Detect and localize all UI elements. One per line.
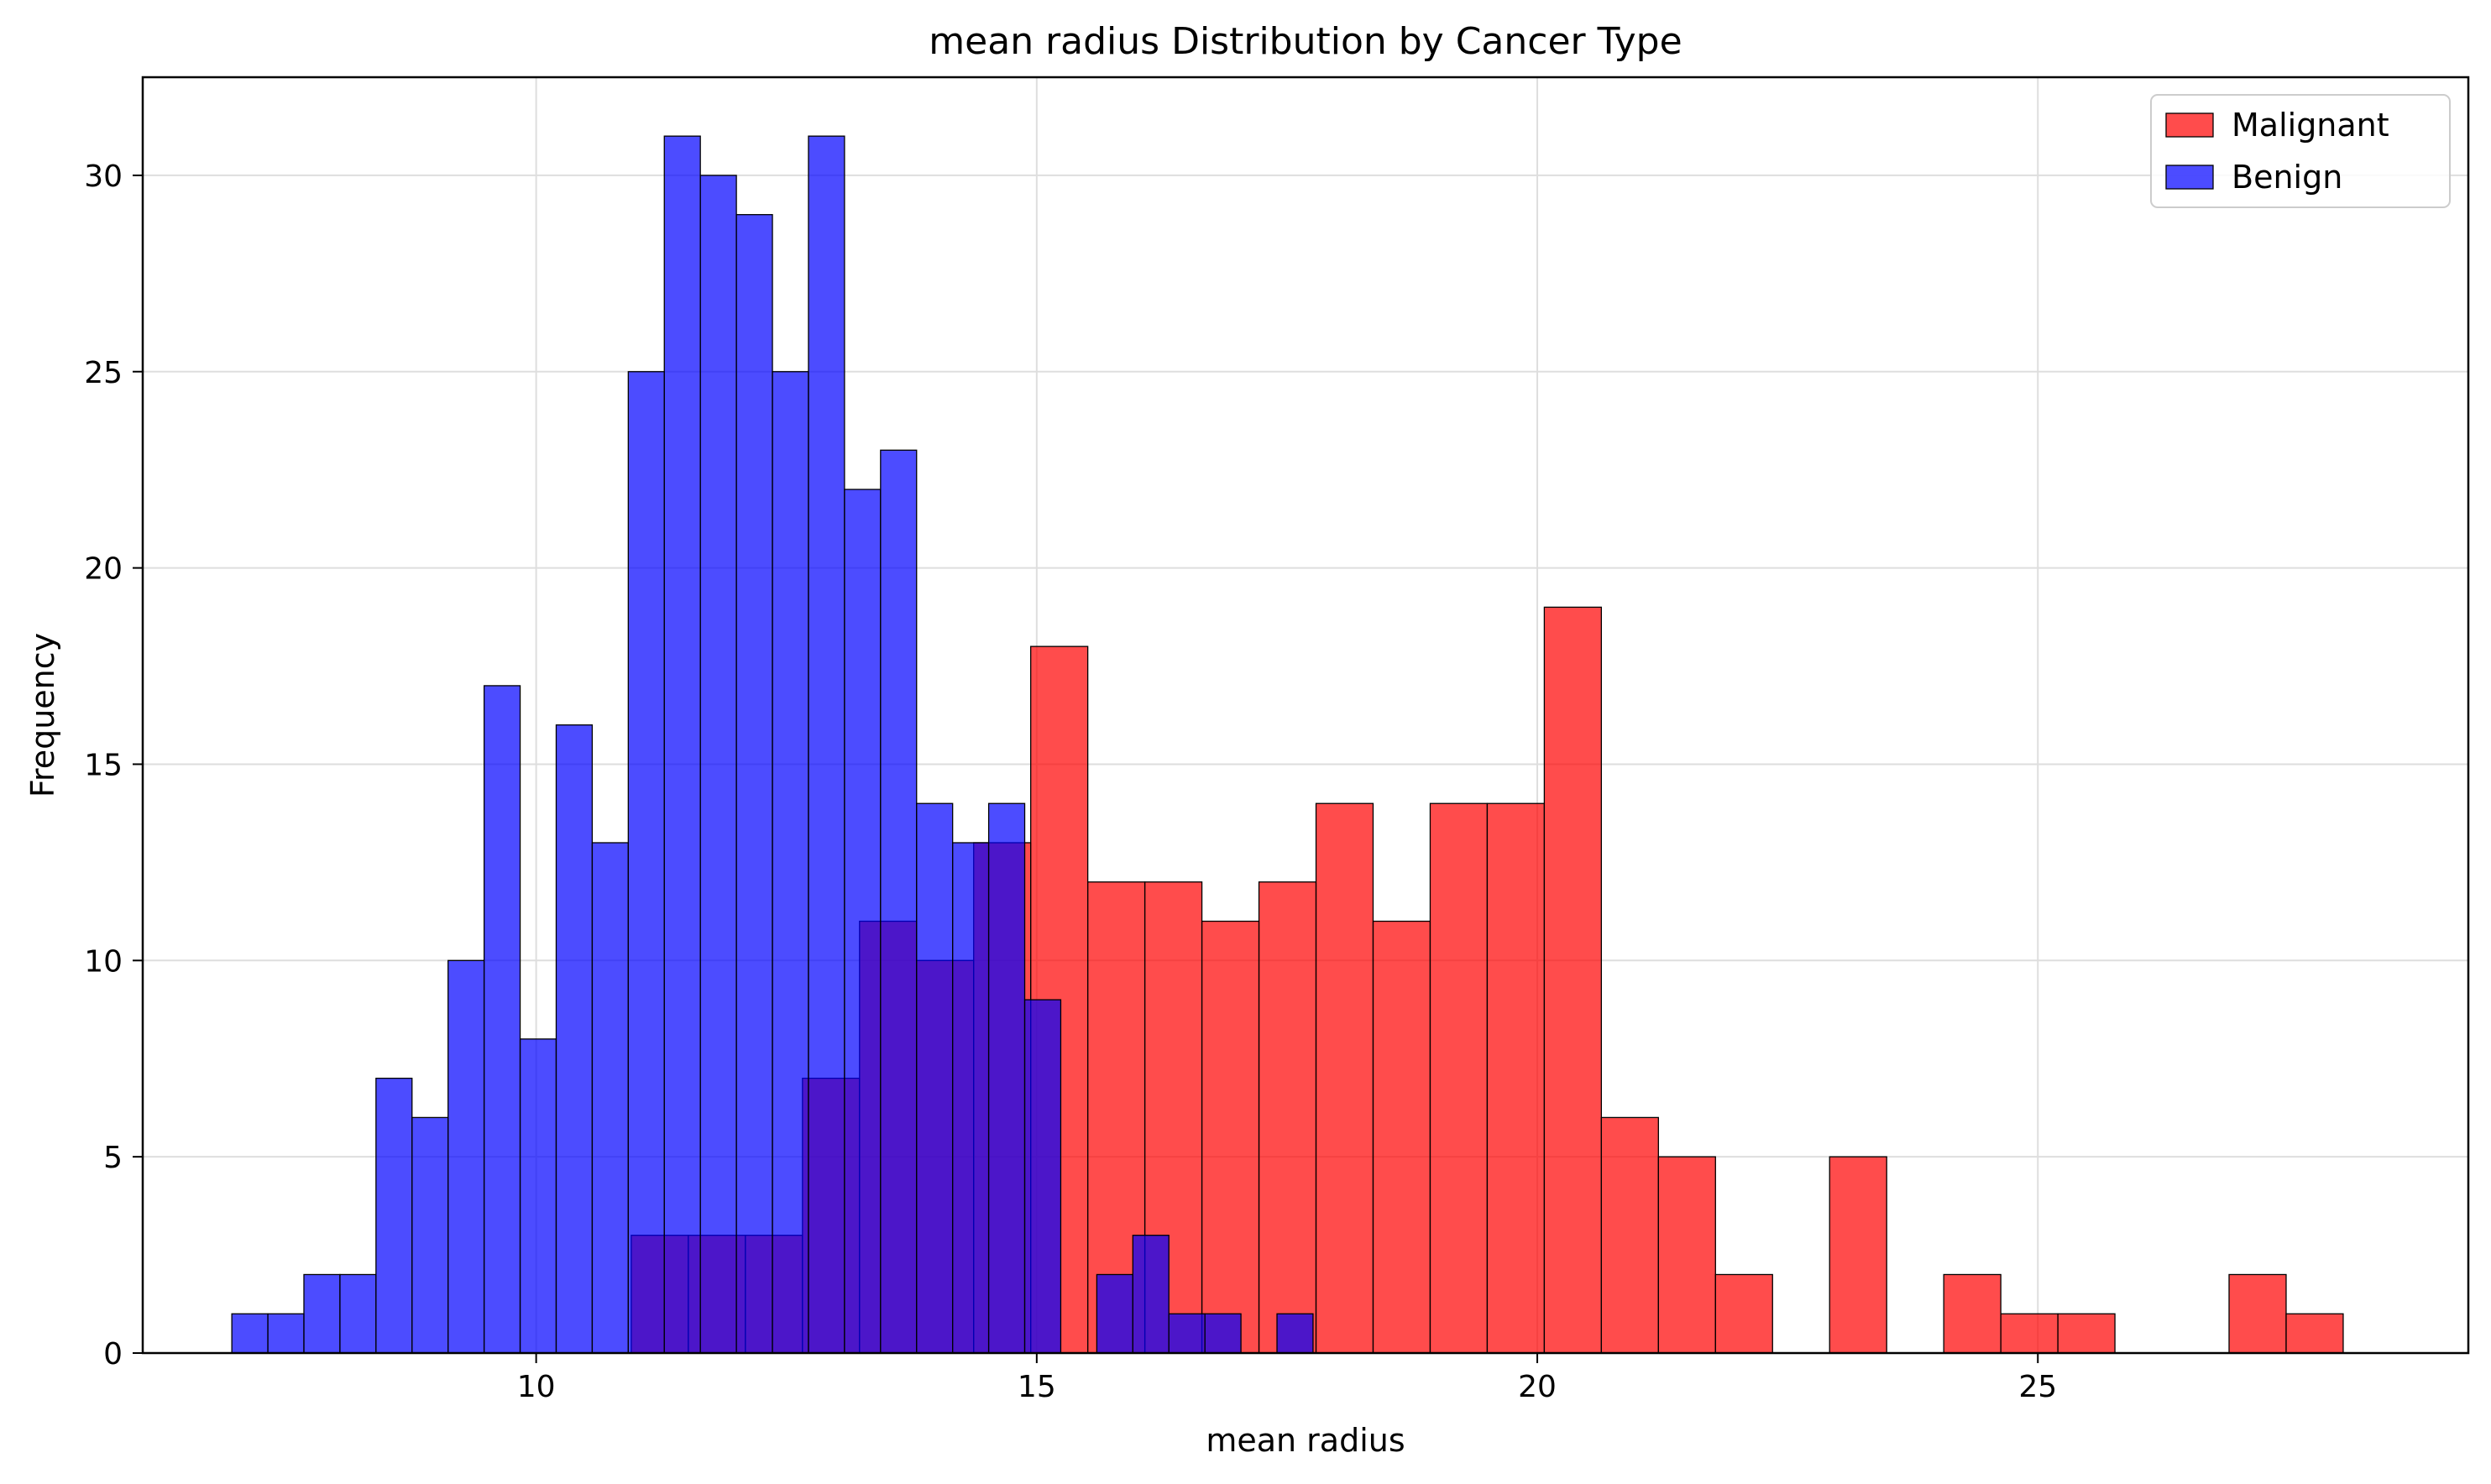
histogram-bar: [1276, 1313, 1314, 1354]
histogram-bar: [267, 1313, 305, 1354]
histogram-bar: [303, 1273, 341, 1354]
histogram-bar: [952, 842, 990, 1354]
y-tick-label: 25: [84, 356, 123, 390]
histogram-bar: [844, 489, 882, 1354]
histogram-bar: [1204, 1313, 1242, 1354]
histogram-bar: [808, 135, 845, 1354]
histogram-bar: [1258, 881, 1317, 1354]
histogram-bar: [1543, 606, 1603, 1354]
x-tick-label: 10: [517, 1370, 556, 1404]
chart-title: mean radius Distribution by Cancer Type: [929, 20, 1682, 63]
histogram-bar: [1372, 920, 1431, 1354]
histogram-bar: [483, 685, 521, 1354]
histogram-bar: [1714, 1273, 1773, 1354]
legend-swatch: [2165, 112, 2214, 138]
y-tick-label: 30: [84, 159, 123, 194]
histogram-bar: [447, 959, 485, 1354]
grid: [143, 77, 2468, 1354]
legend-box: [2150, 94, 2451, 208]
histogram-bar: [2285, 1313, 2344, 1354]
y-tick-label: 15: [84, 748, 123, 782]
y-tick-label: 5: [103, 1141, 123, 1175]
histogram-bar: [987, 802, 1026, 1354]
histogram-bar: [1943, 1273, 2002, 1354]
histogram-bar: [916, 802, 954, 1354]
histogram-bar: [2057, 1313, 2116, 1354]
histogram-bar: [411, 1116, 449, 1354]
histogram-bar: [1657, 1156, 1716, 1354]
histogram-bar: [880, 449, 918, 1354]
histogram-bar: [555, 724, 594, 1354]
histogram-bar: [1201, 920, 1260, 1354]
legend-label: Benign: [2232, 159, 2342, 196]
y-tick-label: 20: [84, 552, 123, 587]
y-tick-label: 0: [103, 1337, 123, 1372]
histogram-bar: [1829, 1156, 1887, 1354]
bars: [231, 135, 2344, 1354]
x-axis-label: mean radius: [1206, 1422, 1405, 1459]
plot-frame: [141, 76, 2470, 1355]
legend-label: Malignant: [2232, 107, 2389, 144]
histogram-bar: [735, 214, 773, 1354]
histogram-bar: [339, 1273, 377, 1354]
histogram-bar: [375, 1077, 413, 1354]
histogram-bar: [2000, 1313, 2059, 1354]
legend-swatch: [2165, 165, 2214, 190]
histogram-bar: [231, 1313, 269, 1354]
histogram-bar: [663, 135, 701, 1354]
histogram-bar: [1486, 802, 1546, 1354]
histogram-bar: [1168, 1313, 1206, 1354]
histogram-bar: [2228, 1273, 2287, 1354]
histogram-bar: [1132, 1235, 1170, 1354]
histogram-bar: [699, 175, 737, 1354]
histogram-bar: [1096, 1273, 1133, 1354]
x-tick-label: 15: [1018, 1370, 1056, 1404]
histogram-bar: [772, 371, 809, 1354]
histogram-bar: [519, 1038, 557, 1354]
histogram-bar: [1429, 802, 1489, 1354]
histogram-bar: [1023, 999, 1062, 1354]
legend: Malignant Benign: [2150, 94, 2451, 208]
histogram-bar: [591, 842, 629, 1354]
ticks: 10 15 20 25 0 5 10 15 20 25 30: [84, 159, 2057, 1404]
histogram-bar: [1600, 1116, 1659, 1354]
histogram-bar: [627, 371, 665, 1354]
series-benign: [231, 135, 1314, 1354]
y-tick-label: 10: [84, 944, 123, 979]
y-axis-label: Frequency: [24, 633, 61, 797]
x-tick-label: 25: [2018, 1370, 2057, 1404]
x-tick-label: 20: [1518, 1370, 1557, 1404]
histogram-bar: [1315, 802, 1374, 1354]
